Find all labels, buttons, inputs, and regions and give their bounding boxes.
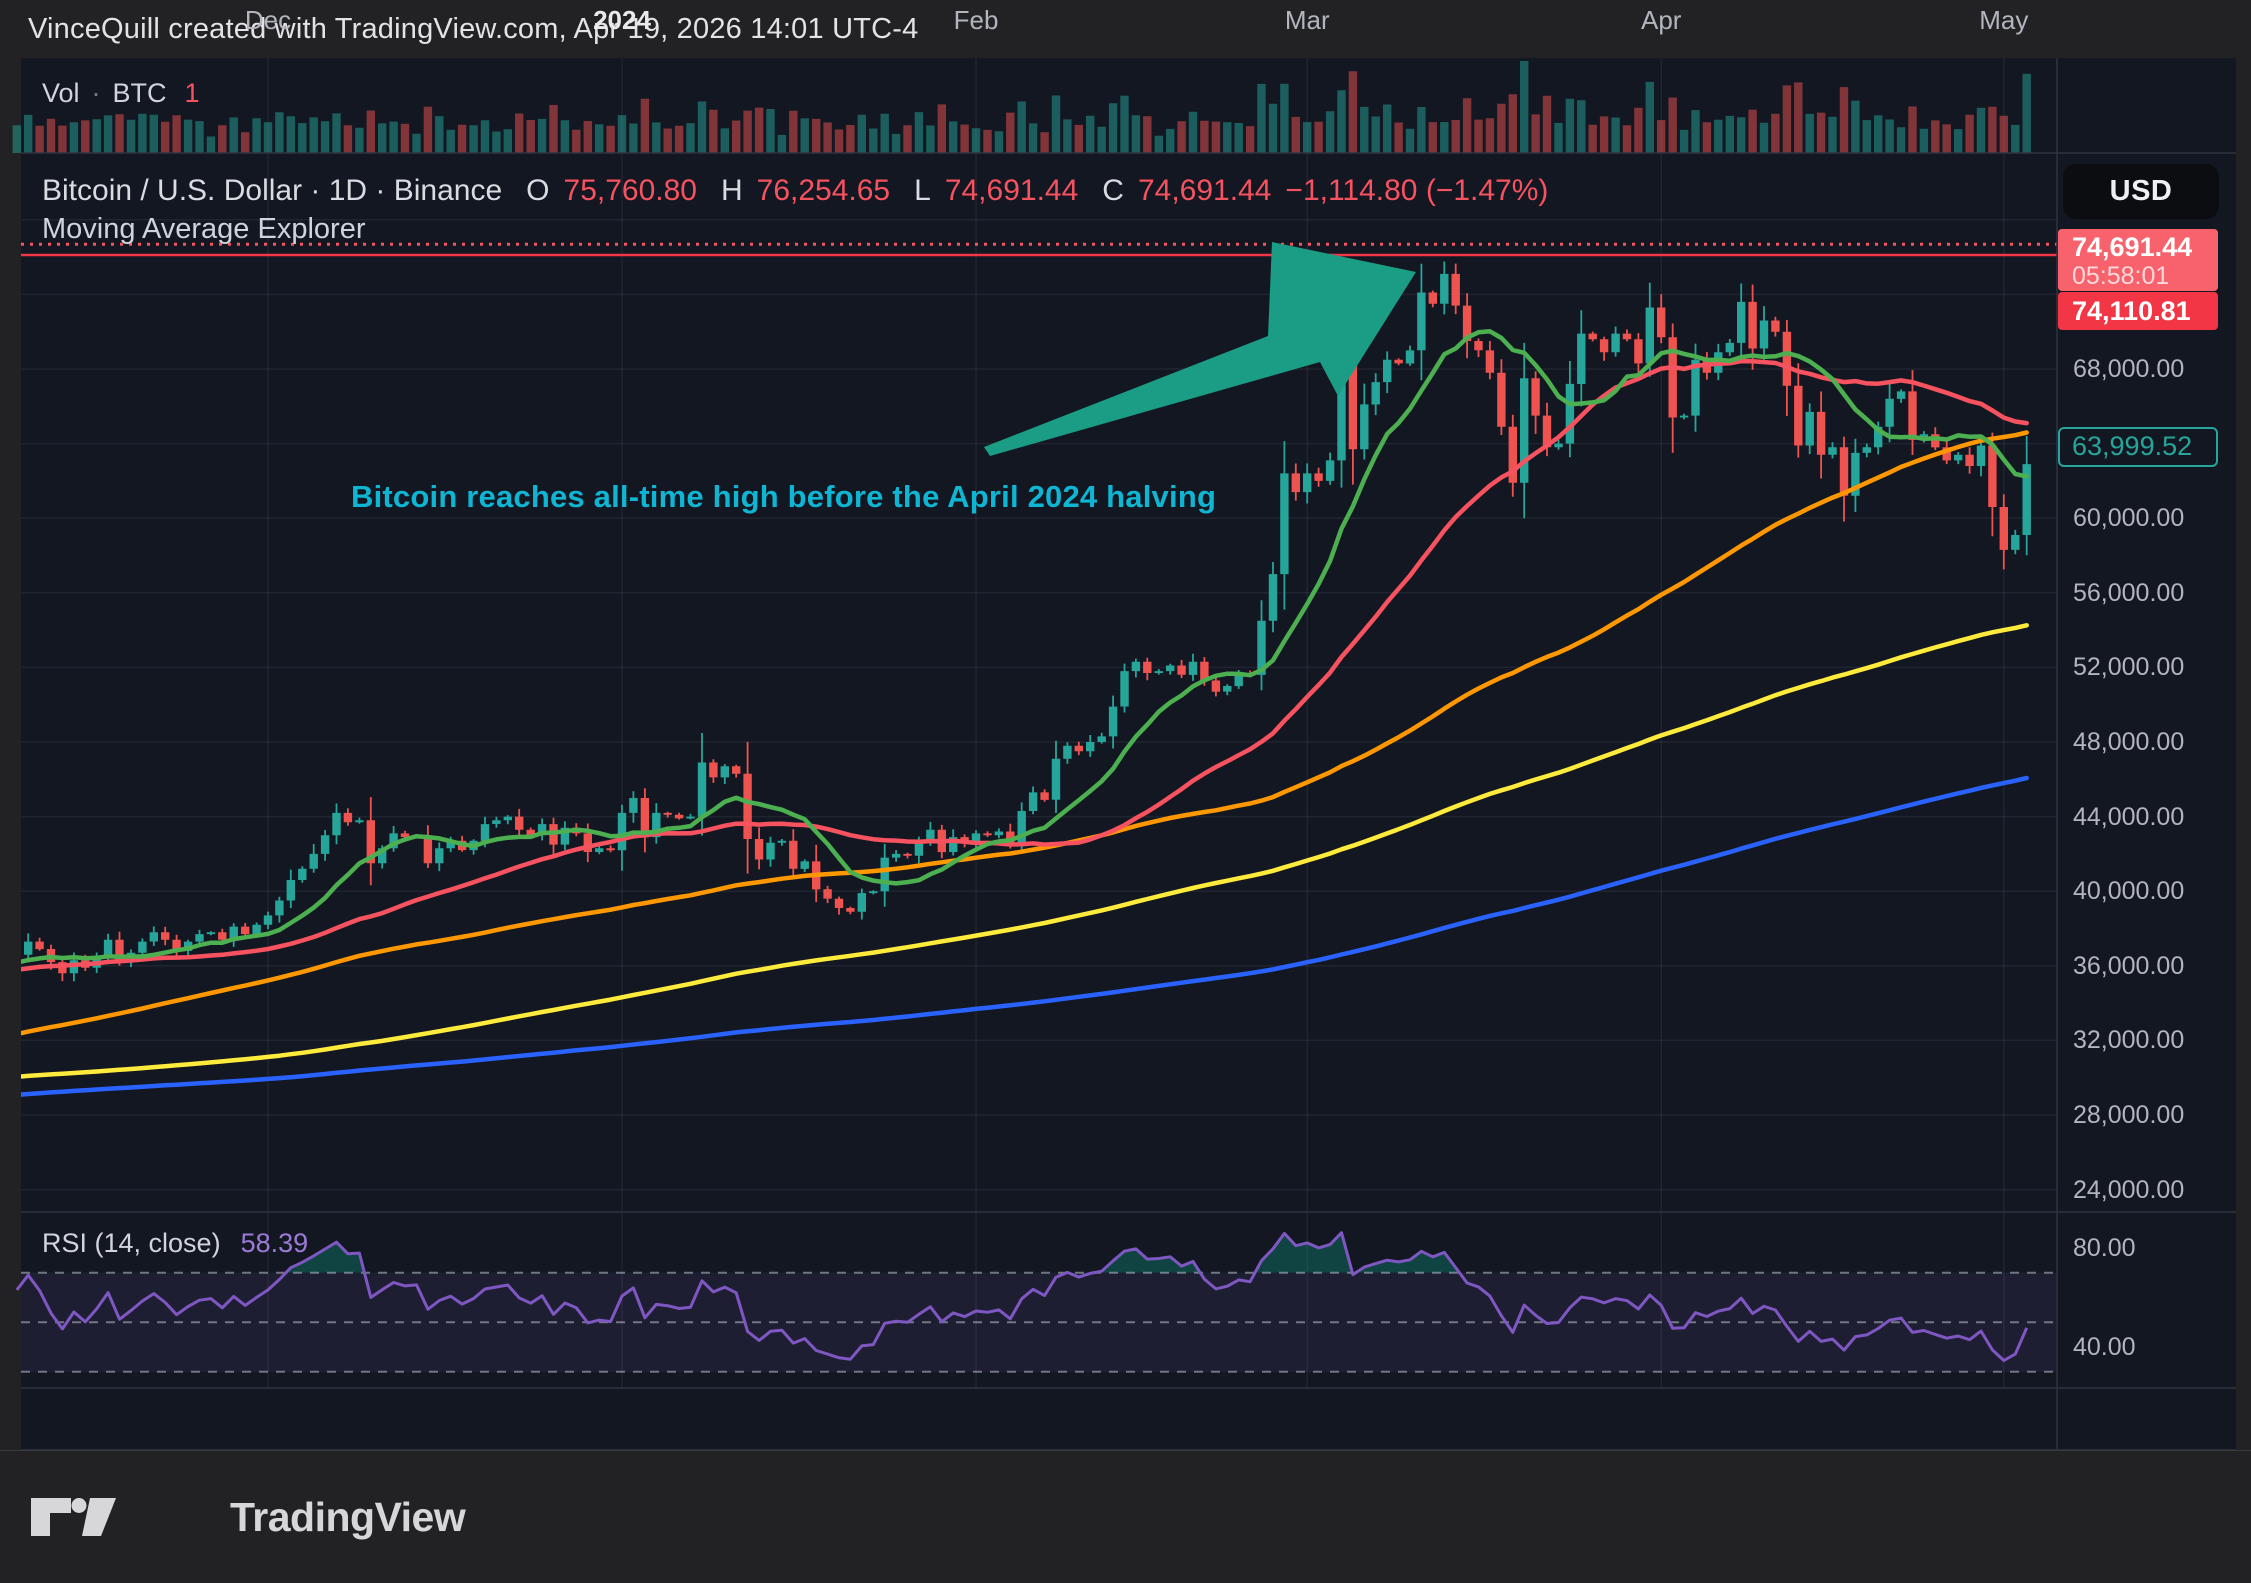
close-label: C [1102,174,1124,207]
high-label: H [720,174,743,207]
volume-legend[interactable]: Vol · BTC 1 [42,78,200,109]
separator-dot: · [91,78,101,108]
bar-countdown: 05:58:01 [2072,262,2170,290]
rsi-label: RSI (14, close) [42,1228,221,1258]
close-price-value: 63,999.52 [2072,431,2193,461]
symbol-title: Bitcoin / U.S. Dollar · 1D · Binance [42,174,503,207]
time-tick-label: Apr [1641,5,1682,35]
axis-tick-label: 68,000.00 [2073,355,2185,383]
horizontal-line-price-value: 74,110.81 [2072,296,2191,326]
symbol-legend[interactable]: Bitcoin / U.S. Dollar · 1D · Binance O 75… [42,174,1548,208]
axis-tick-label: 24,000.00 [2073,1175,2185,1204]
volume-legend-value: 1 [184,78,200,108]
axis-tick-label: 48,000.00 [2073,728,2185,756]
creator-title: VinceQuill created with TradingView.com,… [28,12,919,45]
time-tick-label: 2024 [593,5,651,35]
volume-legend-symbol: BTC [112,78,167,108]
axis-tick-label: 28,000.00 [2073,1101,2185,1129]
footer: TradingView [0,1450,2251,1583]
close-value: 74,691.44 [1137,174,1272,207]
rsi-legend[interactable]: RSI (14, close) 58.39 [42,1228,308,1259]
horizontal-line-price-label: 74,110.81 [2058,292,2218,330]
axis-tick-label: 36,000.00 [2073,951,2185,980]
axis-tick-label: 60,000.00 [2073,504,2185,533]
axis-tick-label: 40.00 [2073,1333,2136,1361]
chart-text-annotation[interactable]: Bitcoin reaches all-time high before the… [351,479,1217,514]
tradingview-brand-text[interactable]: TradingView [230,1493,466,1540]
currency-toggle-label: USD [2109,175,2173,207]
time-tick-label: May [1979,5,2029,35]
time-axis[interactable] [21,1388,2057,1450]
volume-legend-label: Vol [42,78,80,108]
chart-pane[interactable] [21,58,2057,1388]
open-value: 75,760.80 [563,174,697,207]
indicator-legend[interactable]: Moving Average Explorer [42,213,365,246]
high-value: 76,254.65 [756,174,891,207]
axis-tick-label: 56,000.00 [2073,578,2185,607]
indicator-name: Moving Average Explorer [42,213,366,245]
axis-tick-label: 44,000.00 [2073,802,2185,831]
change-value: −1,114.80 (−1.47%) [1285,174,1549,207]
time-tick-label: Mar [1284,5,1330,35]
axis-tick-label: 80.00 [2073,1234,2136,1262]
low-label: L [914,174,931,207]
rsi-value: 58.39 [240,1228,309,1258]
creator-header: VinceQuill created with TradingView.com,… [0,0,2251,58]
currency-toggle-button[interactable]: USD [2063,164,2219,219]
axis-tick-label: 40,000.00 [2073,877,2185,906]
axis-tick-label: 52,000.00 [2073,653,2185,682]
tradingview-logo-icon[interactable] [26,1495,118,1539]
time-tick-label: Dec [244,5,292,35]
low-value: 74,691.44 [944,174,1079,207]
close-price-label: 63,999.52 [2058,427,2218,467]
axis-tick-label: 32,000.00 [2073,1026,2185,1055]
last-price-value: 74,691.44 [2072,232,2193,262]
time-tick-label: Feb [953,5,999,35]
open-label: O [526,174,550,207]
last-price-label: 74,691.44 05:58:01 [2058,229,2218,291]
